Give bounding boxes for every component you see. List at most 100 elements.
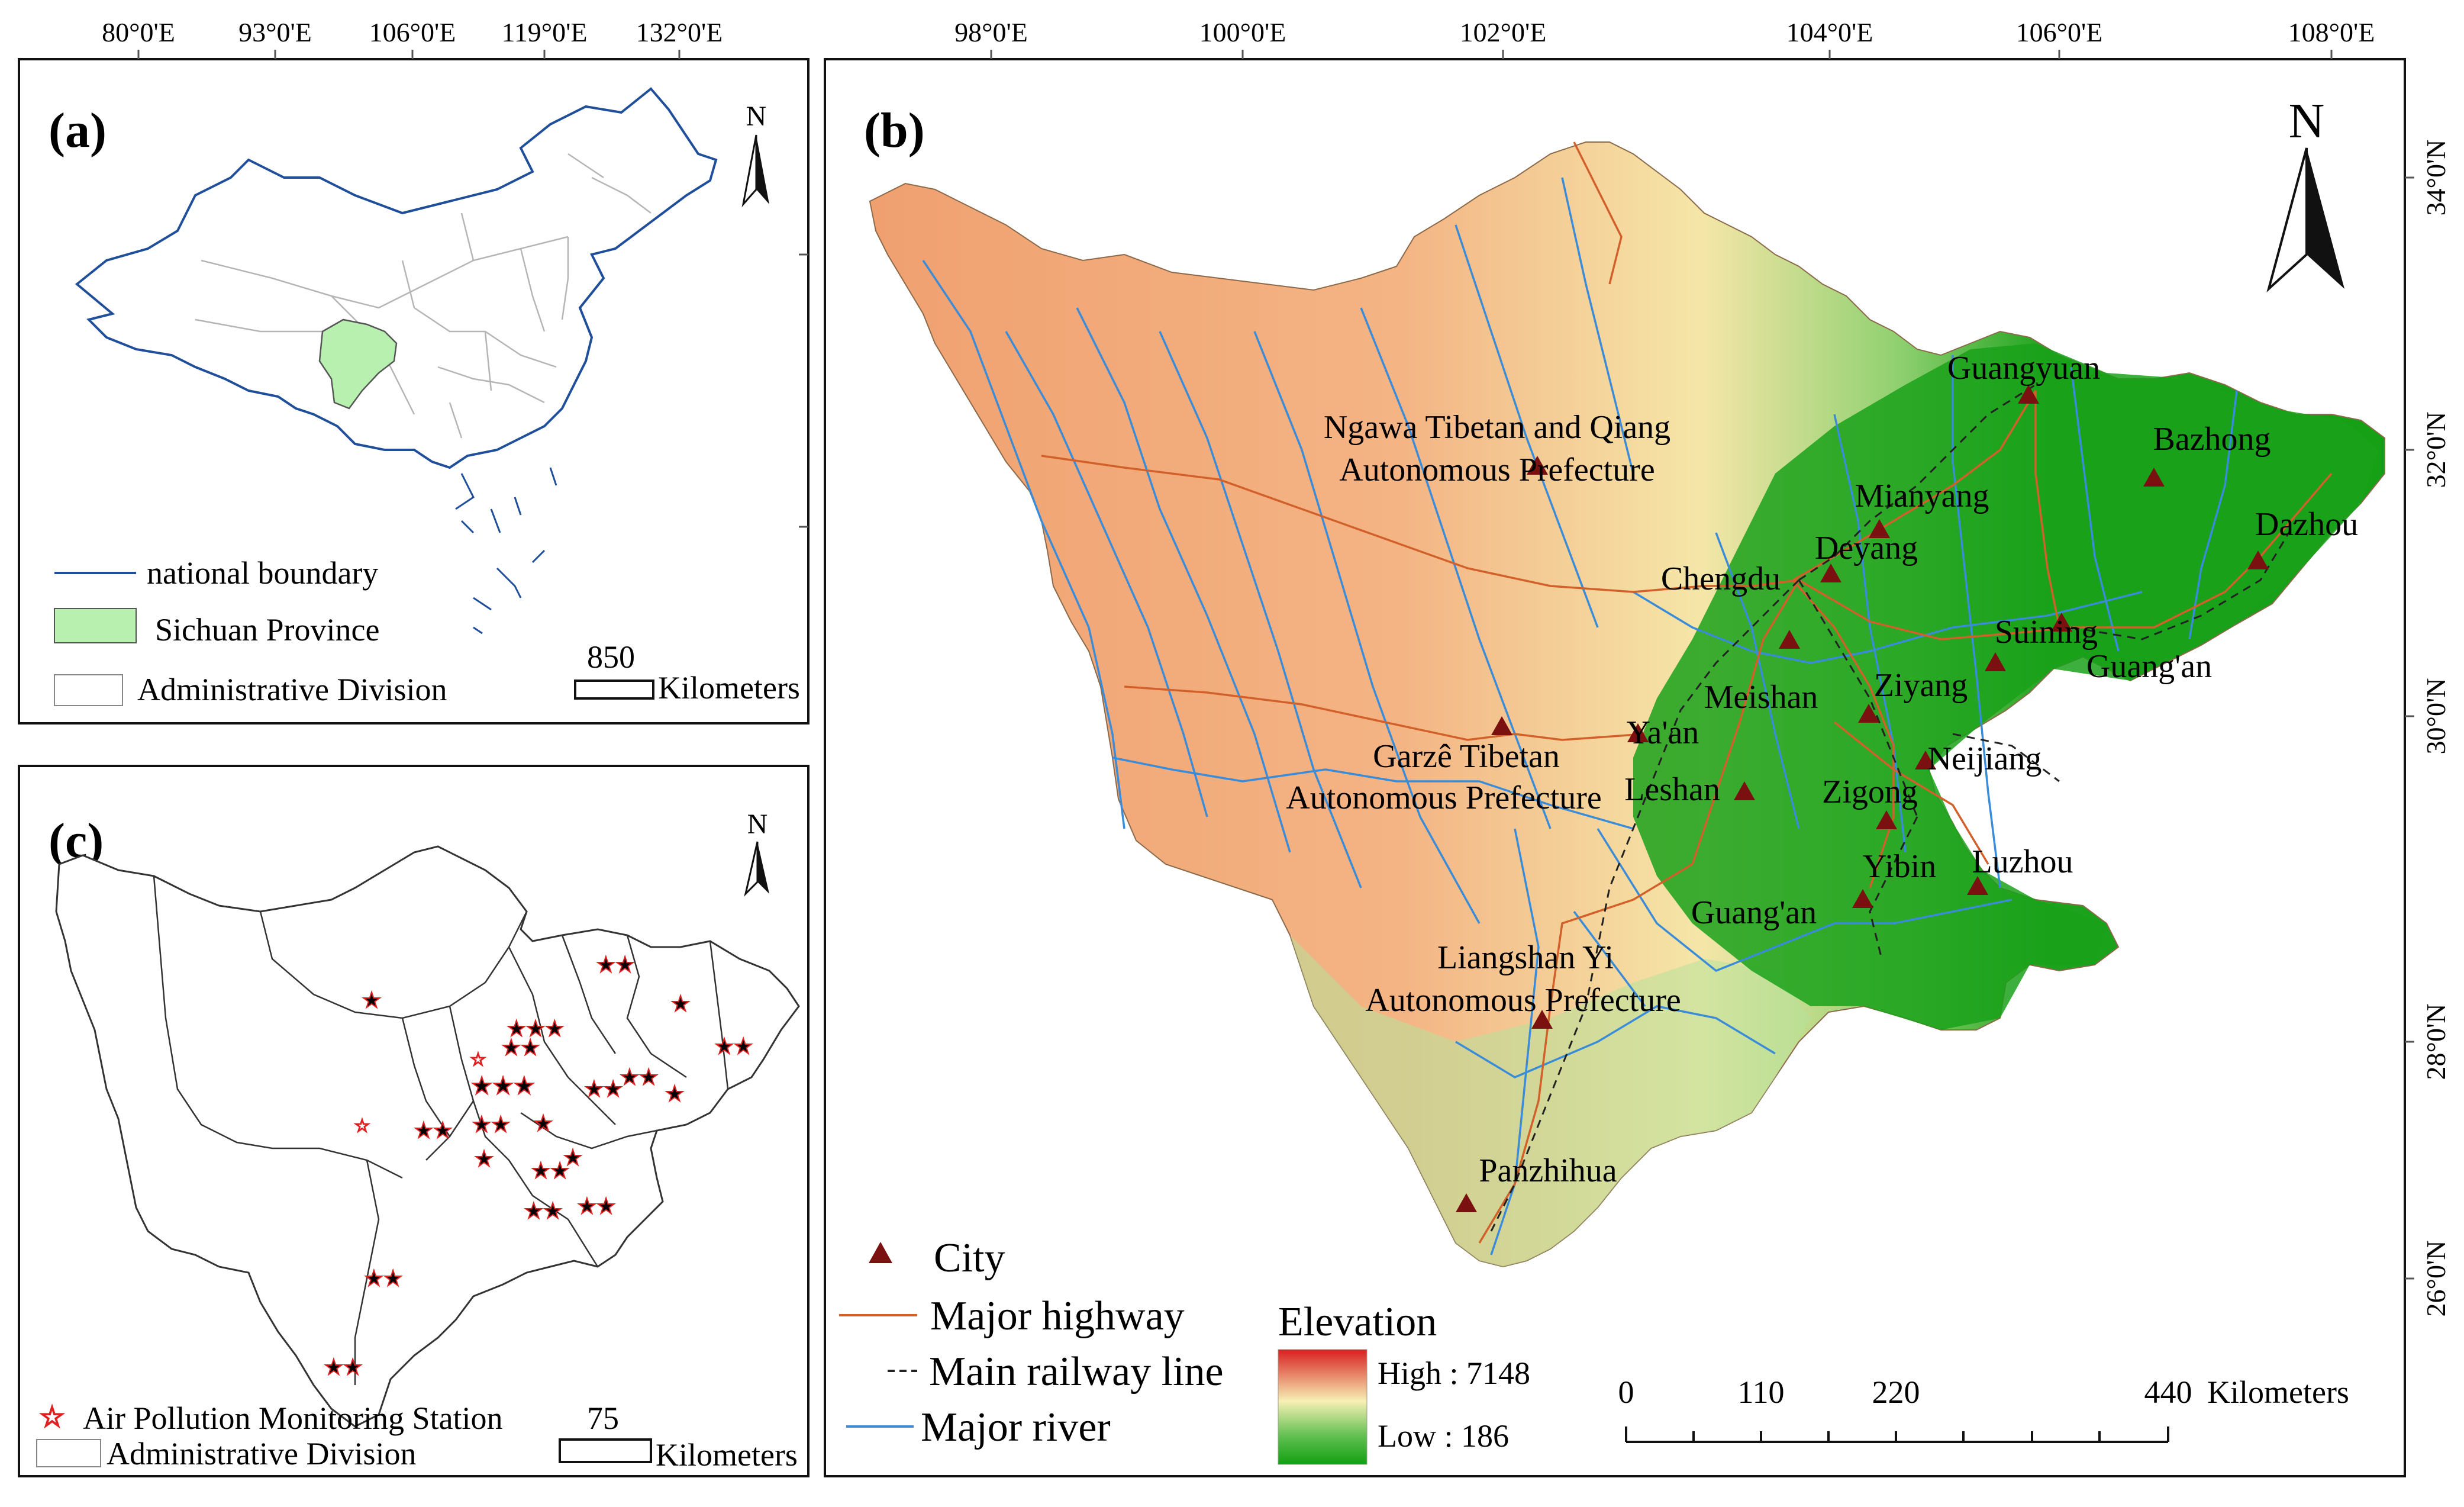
- city-label: Guang'an: [2086, 648, 2212, 685]
- city-label: Suining: [1995, 614, 2098, 651]
- china-map: [75, 87, 718, 635]
- elevation-color-ramp: [1278, 1349, 1368, 1465]
- station-cluster-yaan: ★★: [414, 1119, 453, 1142]
- panel-b-right-ticks: 34°0'N 32°0'N 30°0'N 28°0'N 26°0'N: [2405, 140, 2451, 1316]
- tick-label: 104°0'E: [1786, 17, 1873, 47]
- panel-c-frame: [18, 765, 809, 1477]
- panel-b-scale: 0 110 220 440 Kilometers: [1618, 1374, 2349, 1443]
- panel-b-label: (b): [864, 103, 925, 158]
- city-label: Yibin: [1863, 848, 1936, 885]
- legend-province-label: Sichuan Province: [155, 612, 379, 648]
- legend-boundary-label: national boundary: [147, 555, 378, 591]
- north-label: N: [747, 809, 768, 840]
- city-marker: [1967, 876, 1988, 895]
- prefecture-label: Autonomous Prefecture: [1365, 982, 1681, 1019]
- legend-station-icon: ☆: [39, 1402, 64, 1433]
- station-cluster-zigong: ★★: [524, 1199, 563, 1223]
- legend-division-swatch: [36, 1439, 101, 1467]
- prefecture-labels: Ngawa Tibetan and Qiang Autonomous Prefe…: [1286, 409, 1681, 1019]
- panel-b-frame: [824, 58, 2406, 1477]
- station-cluster-garze: ☆: [354, 1116, 370, 1136]
- city-label: Dazhou: [2255, 506, 2358, 543]
- panel-b-top-ticks: 98°0'E 100°0'E 102°0'E 104°0'E 106°0'E 1…: [954, 17, 2375, 59]
- station-cluster-luzhou: ★★: [578, 1194, 616, 1218]
- city-label: Deyang: [1815, 530, 1918, 566]
- city-label: Panzhihua: [1479, 1152, 1617, 1189]
- city-marker: [1820, 563, 1841, 582]
- china-national-boundary: [75, 87, 718, 469]
- station-cluster-guangan: ★★: [620, 1065, 659, 1089]
- panel-a-label: (a): [49, 103, 107, 158]
- tick-label: 80°0'E: [102, 17, 175, 47]
- tick-label: 32°0'N: [2421, 412, 2451, 488]
- scale-tick-label: 0: [1618, 1374, 1634, 1410]
- panel-c-legend: ☆ Air Pollution Monitoring Station Admin…: [36, 1400, 503, 1471]
- tick-label: 30°0'N: [2421, 678, 2451, 755]
- city-marker: [1876, 810, 1897, 829]
- tick-label: 106°0'E: [369, 17, 456, 47]
- station-cluster-neijiang: ★: [563, 1146, 582, 1170]
- tick-label: 106°0'E: [2016, 17, 2103, 47]
- tick-label: 93°0'E: [238, 17, 312, 47]
- panel-a-legend: national boundary Sichuan Province Admin…: [54, 555, 447, 707]
- city-marker: [2143, 468, 2165, 487]
- north-arrow: N: [741, 101, 769, 208]
- city-marker: [1491, 716, 1512, 735]
- station-cluster-liangshan: ★★: [365, 1267, 403, 1290]
- station-cluster-deyang: ★★: [502, 1036, 540, 1060]
- panel-a-frame: [18, 58, 809, 724]
- legend-city-marker: [869, 1242, 892, 1263]
- panel-c-scale: 75 Kilometers: [559, 1400, 798, 1473]
- scale-tick-label: 110: [1738, 1374, 1785, 1410]
- main-railways: [1490, 384, 2297, 1232]
- north-label: N: [746, 101, 767, 132]
- station-cluster-nanchong: ★★: [585, 1077, 623, 1101]
- station-cluster-meishan: ★: [475, 1147, 494, 1171]
- legend-division-label: Administrative Division: [137, 672, 447, 707]
- scale-bar: [1625, 1427, 2169, 1443]
- legend-highway-label: Major highway: [930, 1293, 1185, 1339]
- prefecture-label: Autonomous Prefecture: [1286, 780, 1601, 816]
- city-label: Guangyuan: [1947, 350, 2100, 387]
- city-labels: Guangyuan Bazhong Mianyang Deyang Dazhou…: [1479, 350, 2358, 1189]
- tick-label: 28°0'N: [2421, 1004, 2451, 1080]
- monitoring-stations: ★ ★★ ★ ★★ ★★★ ★★ ☆ ★★★ ★★ ★★ ★ ☆ ★★ ★★ ★…: [324, 952, 754, 1380]
- legend-river-label: Major river: [921, 1405, 1111, 1450]
- elevation-legend: Elevation High : 7148 Low : 186: [1278, 1299, 1530, 1465]
- station-cluster-dazhou: ★★: [715, 1035, 753, 1058]
- legend-division-swatch: [54, 674, 123, 706]
- station-cluster-bazhong: ★: [671, 992, 690, 1016]
- station-cluster-leshan: ★★: [531, 1159, 570, 1183]
- city-markers: [1456, 385, 2269, 1212]
- tick-label: 132°0'E: [636, 17, 723, 47]
- north-label: N: [2289, 94, 2325, 149]
- city-marker: [1779, 630, 1800, 649]
- city-marker: [1858, 704, 1879, 723]
- legend-division-label: Administrative Division: [107, 1436, 416, 1471]
- city-marker: [1527, 456, 1548, 475]
- legend-station-label: Air Pollution Monitoring Station: [83, 1400, 503, 1436]
- city-label: Mianyang: [1855, 478, 1989, 514]
- station-cluster-mianyang: ★★★: [507, 1017, 565, 1041]
- city-marker: [1915, 751, 1936, 769]
- station-cluster-ziyang: ★: [534, 1112, 553, 1135]
- sichuan-basin: [1633, 343, 2379, 1030]
- elevation-high: High : 7148: [1378, 1355, 1530, 1391]
- major-highways: [1041, 141, 2333, 1244]
- panel-a-scale: 850 Kilometers: [574, 639, 800, 706]
- city-marker: [1734, 781, 1755, 800]
- north-arrow: N: [744, 809, 769, 897]
- scale-value: 75: [587, 1400, 619, 1436]
- scale-bar: [559, 1438, 652, 1463]
- tick-label: 100°0'E: [1199, 17, 1286, 47]
- city-marker: [1852, 889, 1873, 908]
- station-cluster-east: ★: [665, 1082, 684, 1106]
- city-label: Neijiang: [1928, 740, 2042, 777]
- elevation-low: Low : 186: [1378, 1418, 1509, 1454]
- scale-unit: Kilometers: [656, 1437, 798, 1473]
- coastline-islands: [455, 467, 557, 635]
- prefecture-label: Autonomous Prefecture: [1339, 452, 1655, 488]
- city-label: Meishan: [1704, 679, 1818, 716]
- sichuan-elevation-map: [869, 141, 2385, 1268]
